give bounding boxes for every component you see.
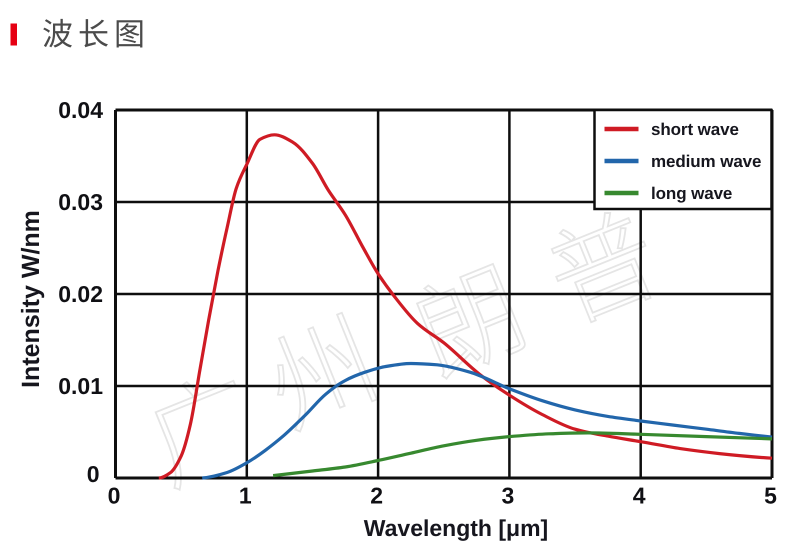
- svg-text:0.01: 0.01: [58, 373, 103, 399]
- svg-text:long wave: long wave: [651, 184, 732, 203]
- svg-text:3: 3: [502, 483, 515, 509]
- svg-text:0: 0: [87, 461, 100, 487]
- svg-text:0.04: 0.04: [58, 97, 103, 123]
- svg-text:Intensity W/nm: Intensity W/nm: [17, 210, 45, 388]
- svg-text:5: 5: [764, 483, 777, 509]
- svg-text:4: 4: [633, 483, 646, 509]
- svg-text:0.03: 0.03: [58, 189, 103, 215]
- svg-text:0.02: 0.02: [58, 281, 103, 307]
- svg-text:medium wave: medium wave: [651, 152, 761, 171]
- svg-text:Wavelength [μm]: Wavelength [μm]: [364, 515, 548, 541]
- svg-text:2: 2: [370, 483, 383, 509]
- svg-text:short wave: short wave: [651, 120, 739, 139]
- svg-text:0: 0: [108, 483, 121, 509]
- svg-text:1: 1: [239, 483, 252, 509]
